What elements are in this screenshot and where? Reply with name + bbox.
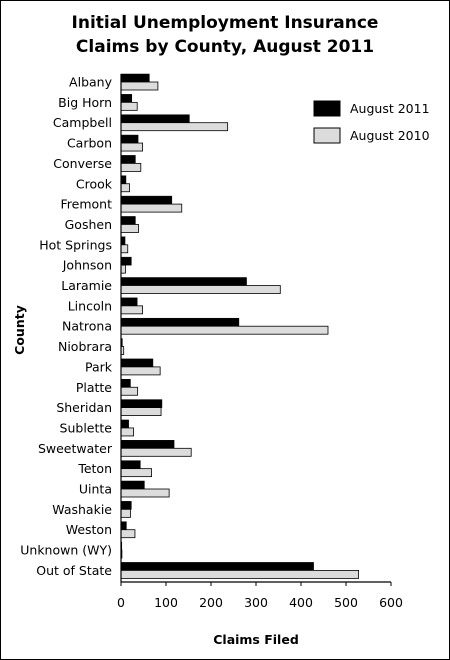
bar-sweetwater-august-2010 <box>120 447 192 457</box>
bar-natrona-august-2011 <box>120 317 240 327</box>
category-label-goshen: Goshen <box>65 217 112 232</box>
category-label-lincoln: Lincoln <box>68 298 112 313</box>
bar-sheridan-august-2011 <box>120 399 163 408</box>
bar-goshen-august-2011 <box>120 216 136 225</box>
x-tick-label-200: 200 <box>199 595 223 610</box>
chart-legend: August 2011 August 2010 <box>313 100 430 144</box>
category-label-fremont: Fremont <box>61 197 113 212</box>
chart-title: Initial Unemployment Insurance Claims by… <box>72 13 379 57</box>
bar-johnson-august-2010 <box>120 264 126 274</box>
category-label-unknown-wy: Unknown (WY) <box>20 543 112 558</box>
bar-carbon-august-2010 <box>120 142 144 152</box>
category-label-albany: Albany <box>69 75 113 90</box>
category-label-crook: Crook <box>76 176 113 191</box>
category-label-hot-springs: Hot Springs <box>39 237 112 252</box>
bar-uinta-august-2011 <box>120 480 145 490</box>
bar-albany-august-2010 <box>120 81 159 91</box>
bar-laramie-august-2010 <box>120 285 281 294</box>
bar-crook-august-2011 <box>120 175 127 184</box>
bar-lincoln-august-2010 <box>120 305 144 315</box>
category-label-out-of-state: Out of State <box>36 563 112 578</box>
bar-campbell-august-2011 <box>120 114 190 123</box>
bar-park-august-2011 <box>120 358 154 368</box>
bar-teton-august-2010 <box>120 468 153 478</box>
category-labels: Albany Big Horn Campbell Carbon Converse Croo… <box>20 75 113 578</box>
bar-fremont-august-2010 <box>120 203 183 213</box>
category-label-platte: Platte <box>76 380 112 395</box>
x-tick-label-400: 400 <box>289 595 313 610</box>
bar-out-of-state-august-2011 <box>120 562 314 571</box>
category-label-sheridan: Sheridan <box>56 400 112 415</box>
legend-swatch-august-2010 <box>313 127 341 144</box>
bar-crook-august-2010 <box>120 183 130 193</box>
legend-swatch-august-2011 <box>313 100 341 117</box>
bar-sweetwater-august-2011 <box>120 440 175 449</box>
category-label-converse: Converse <box>53 156 112 171</box>
bar-lincoln-august-2011 <box>120 297 138 307</box>
category-label-carbon: Carbon <box>67 136 112 151</box>
bars-layer <box>120 73 360 579</box>
bar-laramie-august-2011 <box>120 277 247 286</box>
bar-park-august-2010 <box>120 366 161 376</box>
bar-fremont-august-2011 <box>120 195 173 205</box>
category-label-niobrara: Niobrara <box>58 339 112 354</box>
bar-washakie-august-2010 <box>120 508 131 518</box>
category-label-park: Park <box>85 359 113 374</box>
bar-natrona-august-2010 <box>120 325 329 335</box>
x-axis-ticks: 0 100 200 300 400 500 600 <box>117 582 403 610</box>
bar-weston-august-2010 <box>120 529 136 539</box>
x-tick-label-100: 100 <box>154 595 178 610</box>
category-label-laramie: Laramie <box>61 278 112 293</box>
legend-label-august-2010: August 2010 <box>350 128 430 143</box>
category-label-johnson: Johnson <box>62 258 112 273</box>
bar-hot-springs-august-2011 <box>120 236 126 246</box>
category-label-sweetwater: Sweetwater <box>38 441 113 456</box>
bar-big-horn-august-2010 <box>120 101 138 111</box>
bar-platte-august-2010 <box>120 386 139 396</box>
category-label-campbell: Campbell <box>53 115 112 130</box>
chart-title-line-1: Initial Unemployment Insurance <box>72 13 379 33</box>
bar-platte-august-2011 <box>120 379 131 388</box>
bar-big-horn-august-2011 <box>120 94 133 103</box>
category-label-big-horn: Big Horn <box>58 95 112 110</box>
category-label-natrona: Natrona <box>62 319 112 334</box>
bar-converse-august-2010 <box>120 162 142 172</box>
category-label-uinta: Uinta <box>79 482 112 497</box>
bar-goshen-august-2010 <box>120 224 139 233</box>
bar-carbon-august-2011 <box>120 134 139 144</box>
x-tick-label-600: 600 <box>379 595 403 610</box>
bar-hot-springs-august-2010 <box>120 244 129 254</box>
x-tick-label-500: 500 <box>334 595 358 610</box>
bar-johnson-august-2011 <box>120 256 132 266</box>
bar-albany-august-2011 <box>120 73 150 83</box>
category-label-weston: Weston <box>66 522 112 537</box>
x-tick-label-300: 300 <box>244 595 268 610</box>
y-axis-title: County <box>12 305 27 355</box>
legend-label-august-2011: August 2011 <box>350 101 430 116</box>
bar-uinta-august-2010 <box>120 488 170 498</box>
bar-sublette-august-2010 <box>120 427 134 437</box>
x-axis-title: Claims Filed <box>213 632 299 647</box>
bar-sheridan-august-2010 <box>120 407 162 417</box>
bar-converse-august-2011 <box>120 155 136 164</box>
bar-sublette-august-2011 <box>120 419 129 429</box>
x-tick-label-0: 0 <box>117 595 125 610</box>
chart-title-line-2: Claims by County, August 2011 <box>76 37 374 57</box>
bar-weston-august-2011 <box>120 521 127 530</box>
bar-out-of-state-august-2010 <box>120 570 360 579</box>
category-label-sublette: Sublette <box>60 420 113 435</box>
bar-teton-august-2011 <box>120 460 141 469</box>
category-label-washakie: Washakie <box>52 502 112 517</box>
bar-washakie-august-2011 <box>120 501 132 510</box>
category-label-teton: Teton <box>77 461 112 476</box>
bar-campbell-august-2010 <box>120 122 229 132</box>
